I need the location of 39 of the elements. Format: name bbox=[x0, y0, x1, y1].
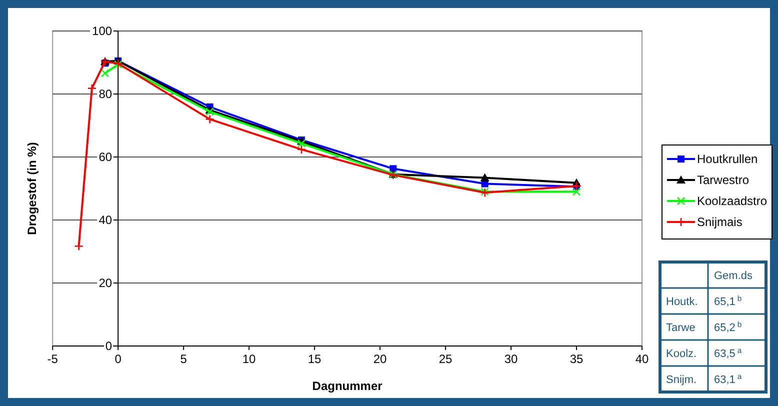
y-tick-label: 20 bbox=[98, 276, 112, 290]
y-tick-label: 60 bbox=[98, 150, 112, 164]
y-tick-label: 0 bbox=[105, 339, 112, 354]
point bbox=[100, 69, 110, 78]
legend-label: Houtkrullen bbox=[697, 152, 758, 166]
point bbox=[87, 84, 97, 93]
x-tick-label: 40 bbox=[635, 352, 649, 366]
legend-label: Koolzaadstro bbox=[697, 194, 768, 208]
text: 63,5$^{a}$ bbox=[714, 345, 742, 360]
y-tick-label: 80 bbox=[98, 87, 112, 102]
x-tick-label: -5 bbox=[47, 352, 58, 366]
x-tick-label: 35 bbox=[570, 352, 584, 366]
text: Tarwe bbox=[666, 322, 696, 334]
text: Koolz. bbox=[666, 348, 697, 360]
y-tick-label: 100 bbox=[92, 24, 112, 38]
x-axis-title: Dagnummer bbox=[312, 379, 383, 393]
text: 65,1$^{b}$ bbox=[714, 293, 742, 308]
x-tick-label: 5 bbox=[180, 352, 188, 366]
point bbox=[297, 139, 306, 148]
point bbox=[480, 173, 490, 182]
x-tick-label: 10 bbox=[242, 352, 256, 366]
point bbox=[572, 188, 581, 196]
legend-label: Tarwestro bbox=[697, 173, 750, 188]
point bbox=[74, 241, 84, 251]
text: Gem.ds bbox=[714, 270, 754, 282]
point bbox=[296, 144, 306, 154]
x-tick-label: 15 bbox=[308, 352, 322, 366]
x-tick-label: 0 bbox=[114, 352, 122, 366]
text: Houtk. bbox=[666, 296, 698, 308]
x-tick-label: 20 bbox=[373, 352, 388, 366]
legend-label: Snijmais bbox=[697, 215, 742, 230]
y-tick-label: 40 bbox=[98, 213, 112, 228]
x-tick-label: 30 bbox=[504, 352, 518, 366]
text: 63,1$^{a}$ bbox=[714, 371, 742, 386]
y-axis-title: Drogestof (in %) bbox=[25, 142, 39, 235]
text: 65,2$^{b}$ bbox=[714, 319, 742, 334]
text: Snijm. bbox=[666, 374, 697, 386]
x-tick-label: 25 bbox=[438, 352, 453, 366]
point bbox=[205, 114, 214, 124]
